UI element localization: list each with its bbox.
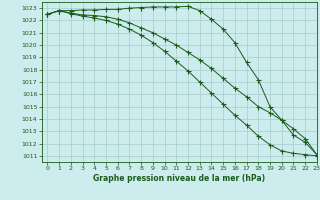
X-axis label: Graphe pression niveau de la mer (hPa): Graphe pression niveau de la mer (hPa)	[93, 174, 265, 183]
